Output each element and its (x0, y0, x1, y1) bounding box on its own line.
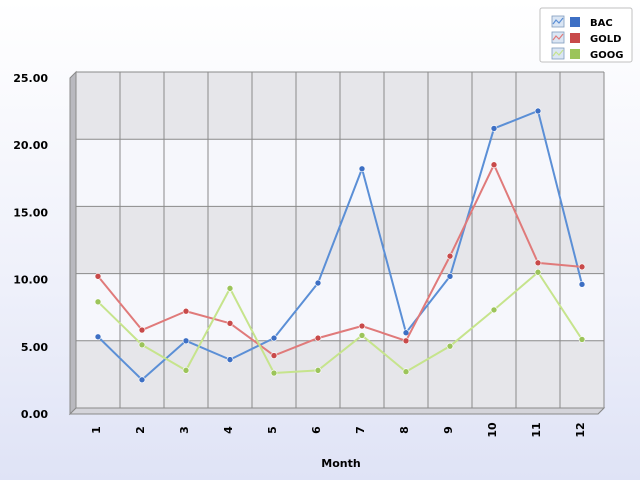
data-point (534, 268, 542, 276)
x-tick-label: 2 (134, 426, 147, 434)
legend-line-icon (551, 47, 565, 60)
legend-label: GOOG (590, 50, 623, 61)
data-point (490, 161, 498, 169)
x-tick-label: 1 (90, 426, 103, 434)
x-tick-label: 6 (310, 426, 323, 434)
data-point (138, 376, 146, 384)
data-point (358, 322, 366, 330)
legend-line-icon (551, 31, 565, 44)
series-line-bac (97, 109, 583, 381)
data-point (314, 279, 322, 287)
data-point (402, 337, 410, 345)
data-point (446, 272, 454, 280)
data-point (534, 107, 542, 115)
data-point (358, 165, 366, 173)
data-point (578, 336, 586, 343)
y-axis-wall (69, 70, 77, 416)
y-tick-label: 20.00 (13, 139, 48, 152)
x-tick-label: 4 (222, 426, 235, 434)
y-tick-label: 25.00 (13, 72, 48, 85)
data-point (490, 306, 498, 314)
x-tick-label: 11 (530, 422, 543, 437)
x-tick-label: 3 (178, 426, 191, 434)
legend-line-icon (551, 15, 565, 28)
x-tick-label: 5 (266, 426, 279, 434)
x-tick-label: 12 (574, 422, 587, 437)
x-axis-floor (68, 407, 606, 415)
data-point (138, 341, 146, 349)
series-goog (94, 268, 586, 377)
x-tick-label: 7 (354, 426, 367, 434)
x-tick-label: 8 (398, 426, 411, 434)
legend-label: BAC (590, 18, 613, 29)
data-point (402, 368, 410, 376)
data-point (270, 352, 278, 359)
x-tick-label: 9 (442, 426, 455, 434)
data-point (270, 334, 278, 342)
data-point (226, 285, 234, 292)
y-tick-label: 15.00 (13, 206, 48, 219)
data-point (314, 367, 322, 374)
series-line-goog (97, 271, 583, 375)
data-point (314, 334, 322, 342)
legend-color-swatch (570, 49, 580, 59)
data-point (94, 272, 102, 280)
data-point (534, 259, 542, 267)
legend-label: GOLD (590, 34, 621, 45)
data-point (578, 263, 586, 271)
data-point (182, 367, 190, 374)
data-point (402, 329, 410, 337)
data-point (138, 326, 146, 334)
data-point (182, 307, 190, 315)
data-point (182, 337, 190, 345)
y-tick-label: 5.00 (21, 341, 48, 354)
legend-color-swatch (570, 17, 580, 27)
legend: BAC GOLD GOOG (539, 7, 633, 63)
series-gold (94, 161, 586, 359)
data-point (358, 332, 366, 339)
data-point (446, 252, 454, 260)
data-point (270, 369, 278, 377)
data-point (446, 342, 454, 350)
data-point (578, 281, 586, 288)
series-line-gold (97, 163, 583, 357)
data-point (490, 125, 498, 132)
legend-color-swatch (570, 33, 580, 43)
data-point (94, 298, 102, 306)
series-bac (94, 107, 586, 384)
y-tick-label: 10.00 (13, 274, 48, 287)
data-point (226, 320, 234, 327)
x-axis-title: Month (321, 457, 360, 470)
data-point (226, 356, 234, 363)
data-point (94, 333, 102, 341)
y-tick-label: 0.00 (21, 408, 48, 421)
x-tick-label: 10 (486, 422, 499, 438)
